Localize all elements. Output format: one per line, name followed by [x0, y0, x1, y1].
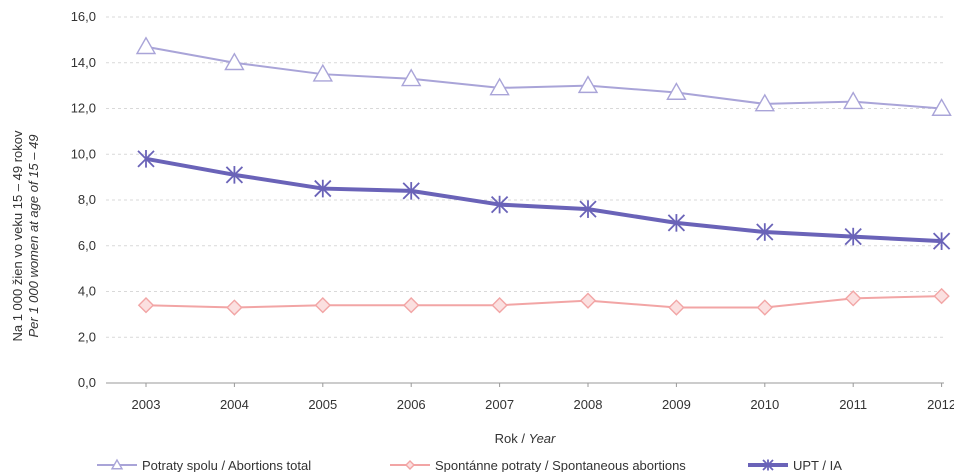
series-line [145, 45, 942, 110]
data-point-diamond [403, 297, 420, 314]
y-tick-label: 8,0 [78, 192, 96, 207]
series-layer [135, 36, 952, 316]
data-point-triangle [577, 75, 599, 94]
data-point-triangle [754, 93, 776, 112]
x-tick-label: 2007 [485, 397, 514, 412]
data-point-diamond [491, 297, 508, 314]
data-point-triangle [400, 68, 422, 87]
data-point-triangle [931, 98, 952, 116]
x-tick-label: 2004 [220, 397, 249, 412]
y-axis-label: Na 1 000 žien vo veku 15 – 49 rokov [10, 130, 25, 342]
y-tick-label: 0,0 [78, 375, 96, 390]
y-tick-labels: 0,0 2,0 4,0 6,0 8,0 10,0 12,0 14,0 16,0 [71, 9, 96, 390]
x-tick-label: 2012 [927, 397, 954, 412]
data-point-triangle [110, 458, 124, 470]
data-point-diamond [137, 297, 155, 314]
gridlines [106, 16, 944, 338]
data-point-diamond [668, 299, 685, 316]
legend-label: Potraty spolu / Abortions total [142, 458, 311, 472]
legend: Potraty spolu / Abortions total Spontánne… [97, 458, 842, 472]
data-point-diamond [314, 297, 331, 314]
series-1 [135, 36, 952, 116]
data-point-asterisk [402, 182, 420, 200]
x-tick-labels: 2003 2004 2005 2006 2007 2008 2009 2010 2011 2012 [132, 383, 954, 412]
y-tick-label: 6,0 [78, 238, 96, 253]
data-point-asterisk [844, 227, 862, 246]
x-tick-label: 2008 [574, 397, 603, 412]
data-point-asterisk [932, 232, 951, 250]
legend-label: Spontánne potraty / Spontaneous abortion… [435, 458, 686, 472]
data-point-asterisk [579, 200, 597, 218]
legend-item: UPT / IA [748, 458, 842, 472]
y-tick-label: 2,0 [78, 329, 96, 344]
legend-label: UPT / IA [793, 458, 842, 472]
data-point-triangle [842, 91, 864, 110]
data-point-diamond [756, 299, 773, 316]
series-2 [137, 287, 950, 316]
x-tick-label: 2009 [662, 397, 691, 412]
x-axis-label-en: Year [529, 431, 556, 446]
data-point-triangle [312, 63, 334, 82]
x-axis-title: Rok / Year [495, 431, 556, 446]
data-point-asterisk [762, 459, 774, 471]
x-tick-label: 2010 [750, 397, 779, 412]
data-point-triangle [666, 82, 687, 100]
data-point-asterisk [137, 150, 155, 168]
x-tick-label: 2005 [308, 397, 337, 412]
data-point-triangle [489, 77, 510, 96]
y-axis-title: Na 1 000 žien vo veku 15 – 49 rokov Per … [10, 130, 41, 342]
y-tick-label: 12,0 [71, 101, 96, 116]
y-tick-label: 14,0 [71, 55, 96, 70]
data-point-diamond [579, 292, 597, 309]
x-tick-label: 2003 [132, 397, 161, 412]
data-point-asterisk [667, 214, 686, 232]
data-point-asterisk [225, 166, 244, 184]
series-line [145, 156, 942, 244]
y-tick-label: 4,0 [78, 284, 96, 299]
y-axis-label-en: Per 1 000 women at age of 15 – 49 [26, 134, 41, 337]
series-3 [137, 150, 951, 250]
data-point-diamond [405, 460, 415, 470]
x-tick-label: 2006 [397, 397, 426, 412]
y-tick-label: 10,0 [71, 146, 96, 161]
data-point-asterisk [756, 223, 774, 241]
legend-item: Spontánne potraty / Spontaneous abortion… [390, 458, 686, 472]
series-line [145, 295, 942, 309]
data-point-diamond [845, 290, 862, 307]
x-tick-label: 2011 [839, 397, 867, 412]
legend-item: Potraty spolu / Abortions total [97, 458, 311, 472]
data-point-triangle [135, 36, 157, 55]
data-point-asterisk [314, 179, 332, 198]
y-tick-label: 16,0 [71, 9, 96, 24]
data-point-triangle [224, 52, 245, 71]
x-axis-label: Rok [495, 431, 519, 446]
data-point-asterisk [490, 195, 509, 214]
data-point-diamond [226, 299, 243, 316]
data-point-diamond [933, 287, 950, 305]
